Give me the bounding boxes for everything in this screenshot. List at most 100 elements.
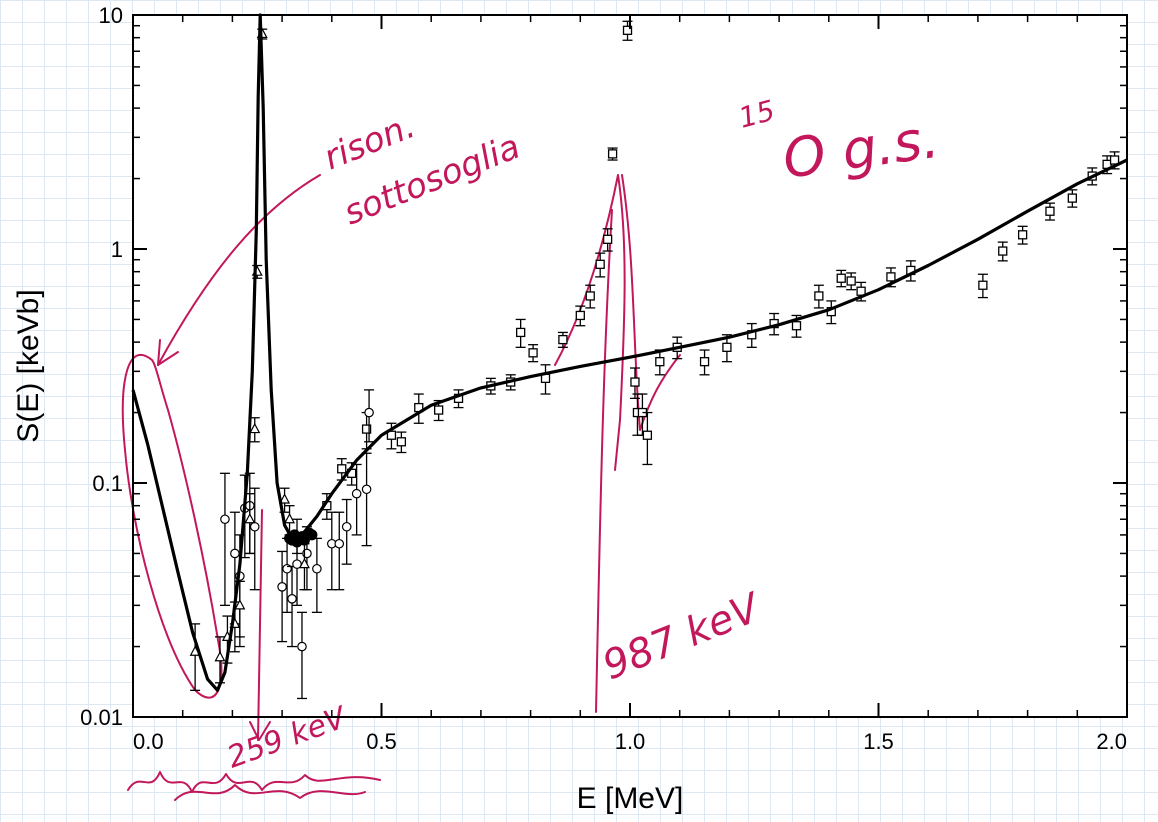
annotation-wave-scribble-2 [174, 784, 366, 801]
circle-marker [341, 521, 352, 532]
data-point-filled-circle [306, 529, 318, 541]
square-marker [575, 310, 585, 321]
y-tick-label: 1 [111, 237, 123, 262]
square-marker [978, 280, 988, 290]
circle-marker [351, 488, 362, 499]
data-point-circle [364, 389, 375, 443]
square-marker [337, 464, 347, 474]
y-tick-label: 0.01 [80, 705, 123, 730]
triangle-marker [298, 557, 310, 569]
square-marker [998, 246, 1008, 256]
square-marker [516, 327, 526, 338]
annotation-259-vertical-line [249, 509, 271, 741]
square-marker [846, 276, 856, 286]
y-tick-label: 10 [99, 3, 123, 28]
circle-marker [287, 593, 297, 604]
data-point-square [836, 269, 847, 288]
data-point-square [977, 273, 988, 299]
axis-ticks: 0.0 0.5 1.0 1.5 2.0 0.01 0.1 1 10 [80, 3, 1128, 754]
annotation-low-energy-loop [121, 353, 223, 699]
circle-marker [334, 538, 345, 549]
square-marker [528, 348, 538, 358]
square-marker [791, 321, 802, 331]
circle-marker [312, 563, 322, 574]
circle-marker [297, 641, 307, 652]
square-marker [655, 357, 665, 367]
square-marker [642, 430, 653, 440]
data-point-square [746, 322, 757, 348]
data-point-triangle [249, 417, 261, 443]
circle-marker [220, 514, 230, 525]
square-marker [622, 25, 633, 35]
square-marker [558, 334, 568, 345]
circle-marker [249, 521, 260, 532]
annotation-arrow-head [157, 339, 179, 366]
y-axis-title: S(E) [keVb] [12, 289, 45, 442]
data-point-circle [282, 537, 293, 614]
data-point-square [585, 284, 596, 309]
data-point-circle [219, 472, 230, 607]
data-point-square [607, 147, 618, 161]
data-point-triangle [279, 487, 291, 513]
x-tick-label: 0.5 [366, 729, 397, 754]
square-marker [602, 234, 613, 244]
triangle-marker [244, 512, 256, 524]
square-marker [585, 291, 595, 301]
plot-area [133, 15, 1127, 717]
x-axis-title: E [MeV] [577, 782, 684, 815]
data-point-circle [287, 565, 298, 648]
data-point-square [856, 281, 867, 302]
data-point-triangle [214, 636, 226, 684]
square-marker [1045, 206, 1055, 216]
data-point-square [997, 241, 1008, 262]
square-marker [1017, 230, 1028, 240]
circle-marker [230, 548, 240, 559]
data-point-triangle [234, 580, 246, 638]
data-point-square [813, 284, 824, 309]
square-marker [814, 291, 824, 301]
square-marker [1109, 155, 1120, 165]
data-point-circle [296, 611, 307, 700]
circle-marker [277, 582, 287, 592]
data-point-square [413, 393, 424, 424]
data-point-square [396, 431, 407, 454]
triangle-marker [279, 493, 291, 504]
data-point-square [1017, 225, 1028, 245]
square-marker [361, 424, 372, 434]
data-point-triangle [284, 505, 296, 536]
data-point-circle [341, 498, 352, 565]
data-point-square [528, 344, 539, 363]
square-marker [886, 272, 896, 282]
square-marker [396, 437, 407, 447]
x-tick-label: 1.5 [863, 729, 894, 754]
circle-marker [364, 407, 374, 418]
data-point-square [622, 20, 633, 41]
data-point-square [629, 367, 640, 400]
data-point-square [515, 318, 526, 348]
data-point-square [846, 272, 857, 291]
data-point-square [642, 411, 653, 466]
circle-marker [361, 484, 372, 495]
triangle-marker [249, 422, 261, 434]
data-point-square [1044, 202, 1055, 221]
triangle-marker [234, 599, 246, 610]
data-point-circle [277, 550, 288, 643]
square-marker [699, 357, 710, 367]
data-layer [131, 13, 1128, 700]
fit-curve [131, 13, 1128, 692]
square-marker [1067, 193, 1077, 203]
data-point-square [699, 349, 710, 376]
square-marker [595, 259, 605, 269]
square-marker [836, 273, 846, 283]
square-marker [386, 430, 397, 440]
square-marker [722, 342, 732, 352]
x-tick-label: 2.0 [1096, 729, 1127, 754]
data-point-triangle [244, 493, 256, 555]
filled-circle-marker [306, 529, 318, 541]
square-marker [630, 377, 640, 387]
square-marker [607, 149, 618, 159]
annotation-wave-scribble-1 [127, 771, 381, 793]
data-point-square [575, 305, 586, 327]
square-marker [434, 405, 444, 415]
triangle-marker [284, 512, 296, 524]
